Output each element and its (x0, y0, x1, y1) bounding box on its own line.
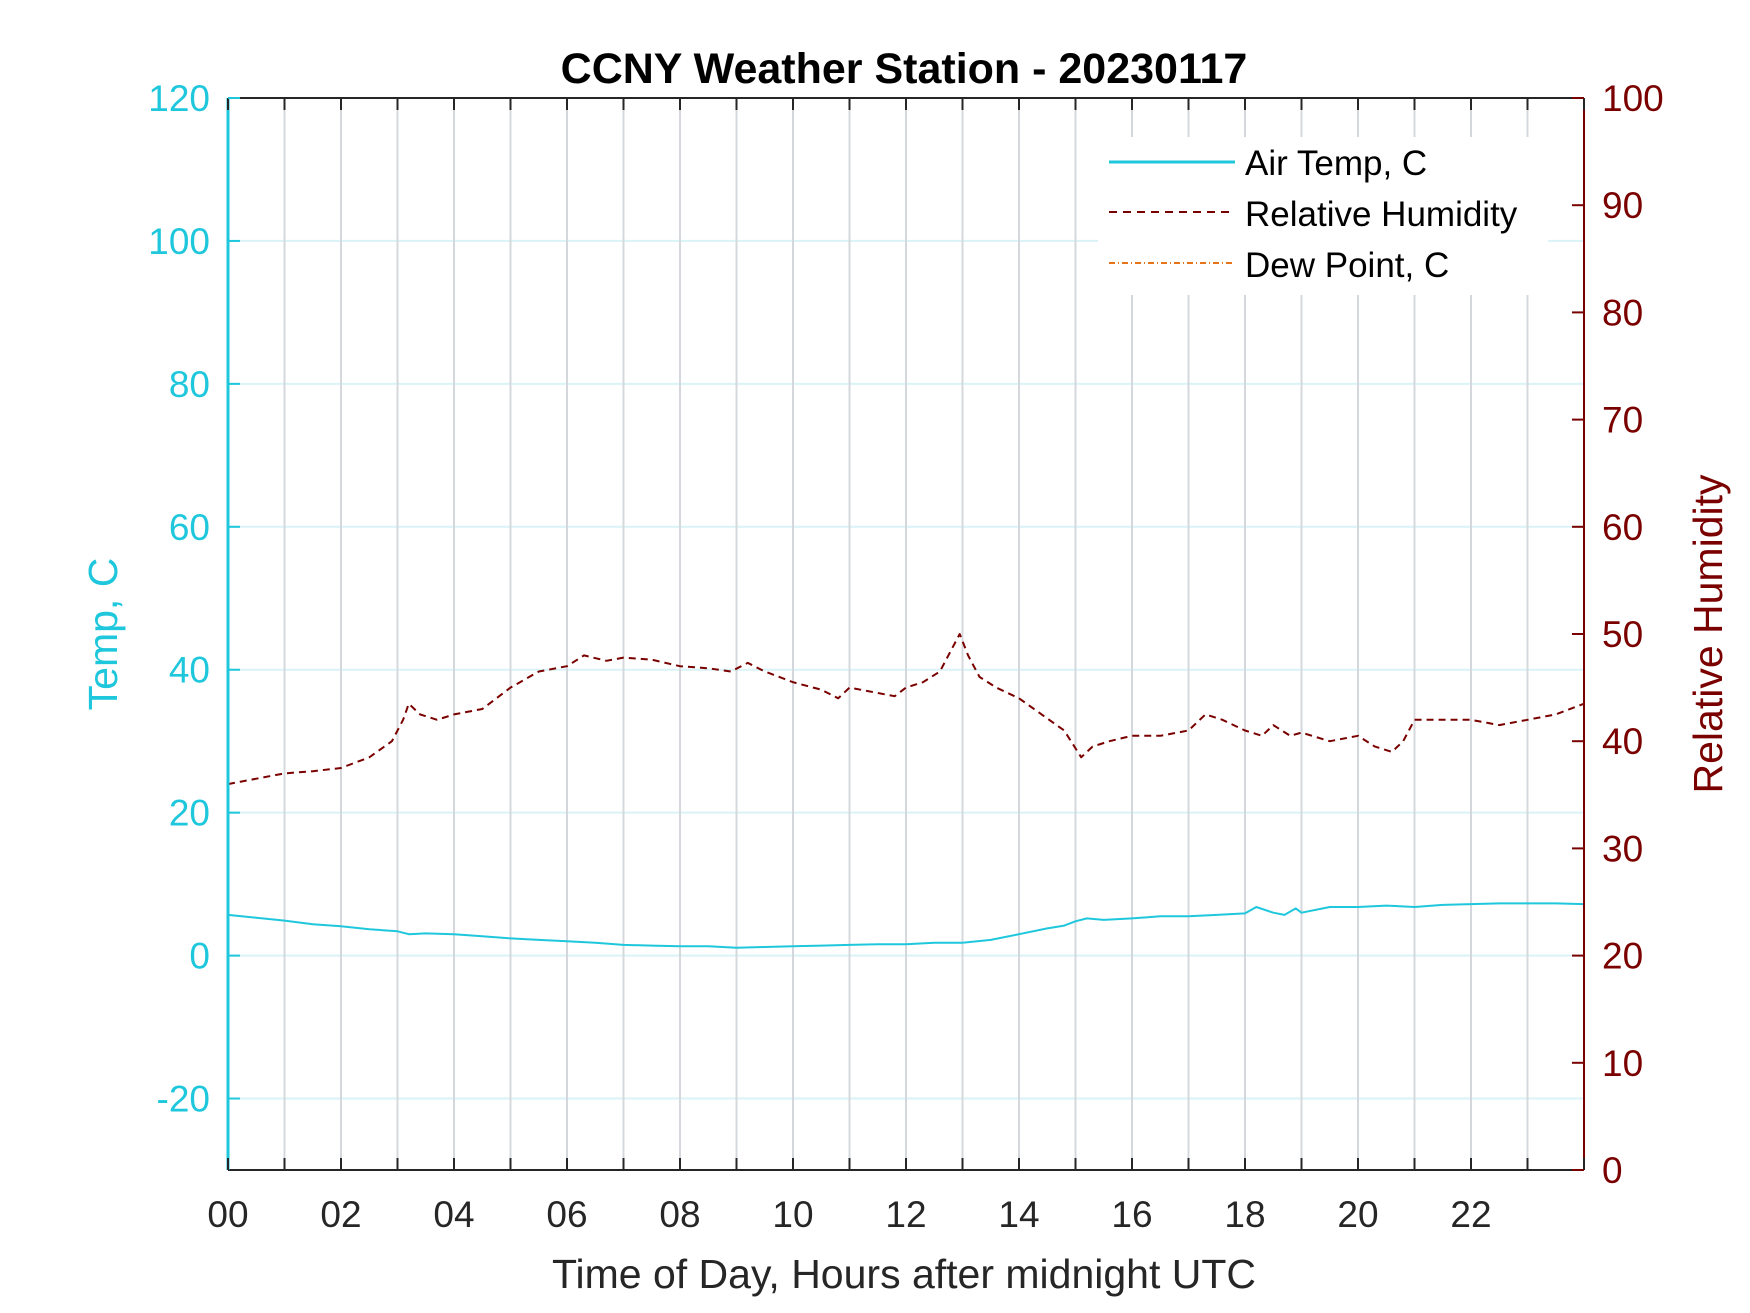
x-axis-label: Time of Day, Hours after midnight UTC (552, 1251, 1256, 1297)
x-tick-label: 20 (1337, 1194, 1378, 1235)
y-right-tick-label: 60 (1602, 507, 1643, 548)
x-tick-label: 14 (998, 1194, 1039, 1235)
y-left-tick-label: -20 (157, 1079, 210, 1120)
y-right-tick-label: 20 (1602, 936, 1643, 977)
ticks-layer: 00 02 04 06 08 10 12 14 16 18 20 22-200204060801001… (148, 78, 1663, 1235)
y-left-tick-label: 40 (169, 650, 210, 691)
series-layer (227, 633, 1585, 949)
legend-label-dew-point: Dew Point, C (1245, 246, 1449, 285)
y-right-tick-label: 10 (1602, 1043, 1643, 1084)
y-left-tick-label: 80 (169, 364, 210, 405)
x-tick-label: 00 (207, 1194, 248, 1235)
y-right-tick-label: 90 (1602, 185, 1643, 226)
y-right-tick-label: 80 (1602, 292, 1643, 333)
series-line-air-temp-c (227, 902, 1585, 949)
x-tick-label: 10 (772, 1194, 813, 1235)
x-tick-label: 22 (1450, 1194, 1491, 1235)
x-tick-label: 08 (659, 1194, 700, 1235)
left-y-axis-label: Temp, C (80, 558, 126, 711)
y-right-tick-label: 40 (1602, 721, 1643, 762)
y-left-tick-label: 60 (169, 507, 210, 548)
y-left-tick-label: 20 (169, 793, 210, 834)
y-left-tick-label: 120 (148, 78, 210, 119)
legend-label-relative-humidity: Relative Humidity (1245, 195, 1518, 234)
y-left-tick-label: 0 (189, 936, 210, 977)
x-tick-label: 12 (885, 1194, 926, 1235)
y-right-tick-label: 70 (1602, 400, 1643, 441)
grid-layer (228, 97, 1584, 1170)
legend: Air Temp, C Relative Humidity Dew Point,… (1098, 137, 1548, 295)
x-tick-label: 16 (1111, 1194, 1152, 1235)
series-line-relative-humidity (227, 633, 1585, 786)
chart-title: CCNY Weather Station - 20230117 (561, 45, 1248, 93)
y-left-tick-label: 100 (148, 221, 210, 262)
y-right-tick-label: 100 (1602, 78, 1664, 119)
y-right-tick-label: 0 (1602, 1150, 1623, 1191)
x-tick-label: 02 (320, 1194, 361, 1235)
y-right-tick-label: 30 (1602, 828, 1643, 869)
x-tick-label: 18 (1224, 1194, 1265, 1235)
y-right-tick-label: 50 (1602, 614, 1643, 655)
x-tick-label: 04 (433, 1194, 474, 1235)
legend-label-air-temp: Air Temp, C (1245, 144, 1427, 183)
x-tick-label: 06 (546, 1194, 587, 1235)
right-y-axis-label: Relative Humidity (1685, 474, 1731, 793)
